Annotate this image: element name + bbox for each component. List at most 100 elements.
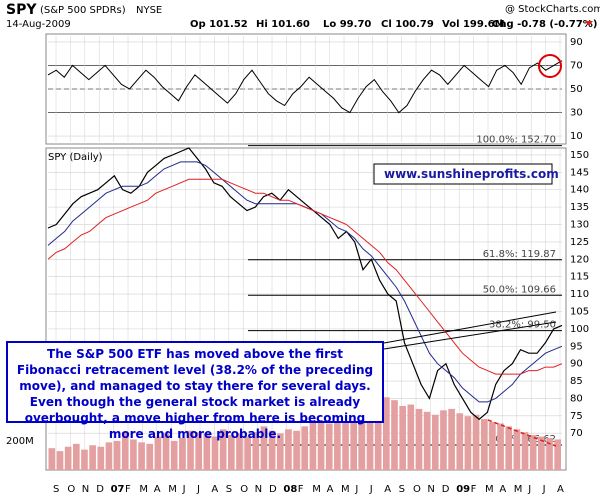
volume-bar (505, 426, 513, 470)
x-tick-label: A (499, 484, 506, 495)
x-tick-label: J (354, 484, 358, 495)
close-price: Cl 100.79 (381, 19, 434, 30)
volume-bar (448, 408, 455, 470)
ticker-name: (S&P 500 SPDRs) (40, 5, 126, 16)
volume-bar (309, 422, 317, 470)
volume-bar (538, 436, 545, 470)
price-tick-label: 80 (570, 393, 583, 404)
volume-bar (227, 435, 235, 470)
high-price: Hi 101.60 (256, 19, 310, 30)
rsi-tick-label: 50 (570, 84, 583, 95)
volume-bar (268, 430, 276, 470)
volume-bars (48, 397, 561, 470)
x-tick-label: M (485, 484, 494, 495)
volume-bar (276, 433, 284, 470)
volume-bar (187, 430, 194, 470)
watermark-box (373, 163, 553, 185)
x-tick-label: 09 (456, 484, 470, 495)
volume-bar (162, 433, 170, 470)
volume-tick-label: 200M (6, 436, 34, 447)
price-tick-label: 120 (570, 254, 589, 265)
price-panel-title: SPY (Daily) (48, 152, 103, 163)
volume-bar (415, 408, 423, 470)
volume-bar (146, 443, 154, 470)
volume-bar (121, 432, 129, 470)
x-tick-label: F (125, 484, 131, 495)
ticker-symbol: SPY (6, 2, 37, 18)
volume-bar (350, 411, 358, 470)
volume-bar (489, 422, 496, 470)
trendline-upper (383, 311, 557, 344)
fibonacci-label: 50.0%: 109.66 (483, 284, 556, 295)
volume-bar (383, 397, 390, 470)
volume-bar (472, 414, 480, 470)
fibonacci-label: 61.8%: 119.87 (483, 249, 556, 260)
price-tick-label: 125 (570, 237, 589, 248)
volume-bar (431, 414, 439, 470)
price-tick-label: 130 (570, 220, 589, 231)
volume-bar (301, 426, 309, 470)
x-tick-label: J (369, 484, 373, 495)
price-tick-label: 100 (570, 324, 589, 335)
price-tick-label: 150 (570, 150, 589, 161)
x-tick-label: J (196, 484, 200, 495)
x-tick-label: A (211, 484, 218, 495)
rsi-tick-label: 90 (570, 37, 583, 48)
volume-bar (130, 439, 137, 470)
volume-bar (521, 432, 529, 470)
volume-bar (317, 419, 325, 470)
price-tick-label: 110 (570, 289, 589, 300)
volume-bar (293, 430, 300, 470)
x-tick-label: M (514, 484, 523, 495)
down-arrow-icon (585, 21, 593, 26)
copyright-label: @ StockCharts.com (505, 4, 600, 15)
price-tick-label: 105 (570, 306, 589, 317)
x-tick-label: D (96, 484, 104, 495)
volume-bar (464, 416, 472, 470)
annotation-box: The S&P 500 ETF has moved above the firs… (6, 341, 384, 441)
x-tick-label: S (53, 484, 59, 495)
price-tick-label: 135 (570, 202, 589, 213)
moving-average-long-line (47, 178, 563, 375)
volume-bar (203, 433, 211, 470)
rsi-tick-label: 70 (570, 60, 583, 71)
price-tick-label: 145 (570, 167, 589, 178)
volume-bar (325, 423, 333, 470)
x-tick-label: A (327, 484, 334, 495)
x-tick-label: N (82, 484, 89, 495)
rsi-panel-frame (45, 33, 567, 145)
volume-bar (440, 410, 447, 470)
volume-bar (285, 429, 292, 470)
volume-bar (56, 451, 64, 470)
x-tick-label: O (240, 484, 248, 495)
x-tick-label: F (471, 484, 477, 495)
price-series (47, 147, 563, 421)
x-tick-label: A (557, 484, 564, 495)
x-tick-label: O (413, 484, 421, 495)
volume-bar (154, 436, 162, 470)
x-tick-label: M (341, 484, 350, 495)
x-tick-label: N (255, 484, 262, 495)
volume-bar (480, 419, 488, 470)
x-tick-label: A (384, 484, 391, 495)
price-tick-label: 85 (570, 376, 583, 387)
volume-bar (113, 440, 121, 470)
fibonacci-label: 38.2%: 99.50 (489, 320, 556, 331)
low-price: Lo 99.70 (323, 19, 371, 30)
x-tick-label: J (527, 484, 531, 495)
volume-bar (529, 435, 537, 470)
x-tick-label: M (139, 484, 148, 495)
watermark-text: www.sunshineprofits.com (384, 167, 559, 181)
price-tick-label: 95 (570, 341, 583, 352)
price-tick-label: 70 (570, 428, 583, 439)
x-tick-label: 08 (283, 484, 297, 495)
volume-bar (407, 404, 415, 470)
open-price: Op 101.52 (190, 19, 248, 30)
volume-bar (342, 414, 349, 470)
x-tick-label: D (442, 484, 450, 495)
x-tick-label: S (226, 484, 232, 495)
x-tick-label: O (67, 484, 75, 495)
volume-bar (497, 423, 504, 470)
volume-bar (334, 420, 341, 470)
volume-bar (89, 445, 96, 470)
